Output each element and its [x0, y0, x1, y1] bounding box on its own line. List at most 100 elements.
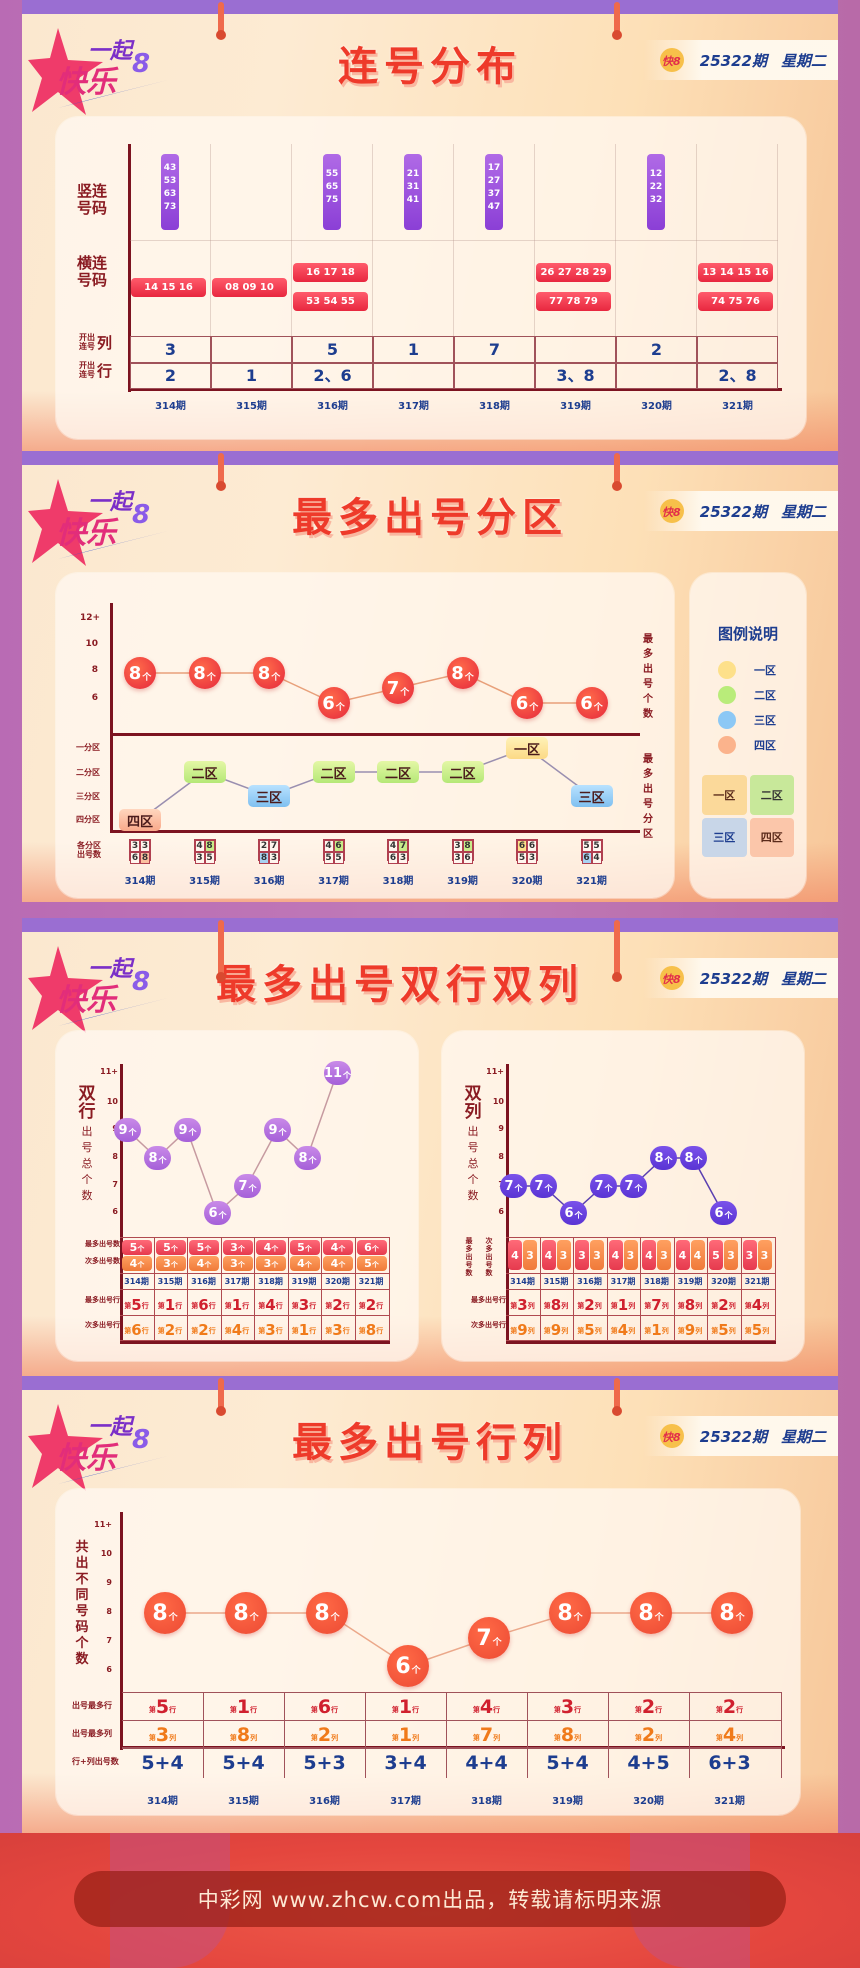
prefix: 第: [644, 1327, 652, 1335]
suffix: 行: [242, 1302, 250, 1310]
legend-grid-zone1: 一区: [702, 775, 747, 815]
period-label: 317期: [390, 1796, 421, 1807]
badge-unit: 个: [204, 1245, 212, 1253]
y-tick: 10: [492, 1097, 504, 1106]
badge-unit: 个: [304, 1245, 312, 1253]
period-label: 318期: [471, 1796, 502, 1807]
right-label-count: 最多出号个数: [643, 634, 653, 720]
legend-zone-grid: 一区 二区 三区 四区: [702, 775, 794, 857]
grid-line: [777, 144, 778, 336]
prefix: 第: [543, 1327, 551, 1335]
badge-unit: 个: [137, 1261, 145, 1269]
dot-value: 7: [476, 1625, 492, 1651]
vertical-number: 43: [163, 163, 177, 173]
period-label: 321期: [722, 401, 753, 412]
second-count-badge: 4: [690, 1240, 705, 1270]
period-label: 315期: [236, 401, 267, 412]
period-label: 320期: [511, 876, 543, 887]
issue-number: 25322期: [699, 969, 767, 988]
prefix: 第: [310, 1734, 318, 1742]
line-number: 8: [550, 1296, 562, 1314]
second-count-badge: 3: [724, 1240, 738, 1270]
suffix: 行: [342, 1327, 350, 1335]
dot-value: 8: [684, 1150, 694, 1166]
side-label-big: 双行: [78, 1084, 96, 1122]
period-label: 318期: [258, 1277, 283, 1286]
hanger-right: [612, 2, 622, 40]
label-sum: 行+列出号数: [72, 1757, 119, 1766]
dot-value: 9: [118, 1122, 128, 1138]
dot-unit: 个: [142, 672, 152, 683]
line-number: 2: [164, 1321, 176, 1339]
issue-number: 25322期: [699, 1427, 767, 1446]
dot-unit: 个: [400, 687, 410, 698]
dot-value: 8: [557, 1600, 573, 1626]
max-zone-tag: 三区: [248, 785, 290, 807]
line-number: 4: [265, 1296, 276, 1314]
prefix: 第: [325, 1327, 333, 1335]
badge-value: 5: [163, 1241, 171, 1254]
dot-unit: 个: [492, 1637, 502, 1648]
suffix: 列: [412, 1734, 420, 1742]
dot-value: 8: [638, 1600, 654, 1626]
period-label: 317期: [318, 876, 349, 887]
prefix: 第: [157, 1327, 165, 1335]
period-label: 318期: [382, 876, 414, 887]
dot-value: 7: [386, 677, 400, 699]
badge-value: 4: [678, 1248, 687, 1262]
suffix: 列: [527, 1302, 535, 1310]
suffix: 行: [412, 1706, 420, 1714]
zone-count-cell: 3: [140, 840, 150, 852]
zone-count-cell: 5: [517, 852, 527, 864]
line-number: 1: [298, 1321, 310, 1339]
badge-value: 5: [712, 1248, 720, 1262]
svg-text:快乐: 快乐: [56, 65, 119, 100]
dot-value: 7: [624, 1178, 634, 1194]
suffix: 列: [628, 1327, 636, 1335]
badge-unit: 个: [237, 1261, 245, 1269]
legend-label: 二区: [754, 688, 776, 702]
hanger-right: [612, 1378, 622, 1416]
suffix: 行: [309, 1302, 317, 1310]
col-number: 8: [560, 1724, 575, 1746]
second-count-badge: 3: [757, 1240, 772, 1270]
period-label: 321期: [714, 1796, 745, 1807]
most-count-badge: 4: [675, 1240, 690, 1270]
row-number: 2: [641, 1696, 656, 1718]
period-label: 316期: [577, 1277, 602, 1286]
prefix: 第: [472, 1734, 480, 1742]
zone-count-cell: 5: [323, 852, 334, 864]
suffix: 行: [275, 1302, 283, 1310]
badge-value: 4: [611, 1248, 620, 1262]
rows-opened-cell: 2、8: [697, 363, 778, 389]
dot-value: 11: [323, 1065, 343, 1081]
dot-unit: 个: [694, 1156, 703, 1165]
y-tick: 6: [498, 1207, 504, 1216]
vertical-consecutive-pill: 21 31 41: [404, 154, 422, 230]
legend-item-zone1: 一区: [718, 657, 776, 682]
line-number: 5: [131, 1296, 142, 1314]
zone-count-cell: 3: [452, 840, 463, 852]
label-second-count: 次多出号数: [85, 1257, 120, 1265]
label-rows-opened: 开出 连号行: [79, 361, 129, 380]
suffix: 行: [655, 1706, 663, 1714]
grid-line: [372, 144, 373, 336]
badge-value: 3: [163, 1257, 171, 1270]
vertical-number: 17: [487, 163, 501, 173]
